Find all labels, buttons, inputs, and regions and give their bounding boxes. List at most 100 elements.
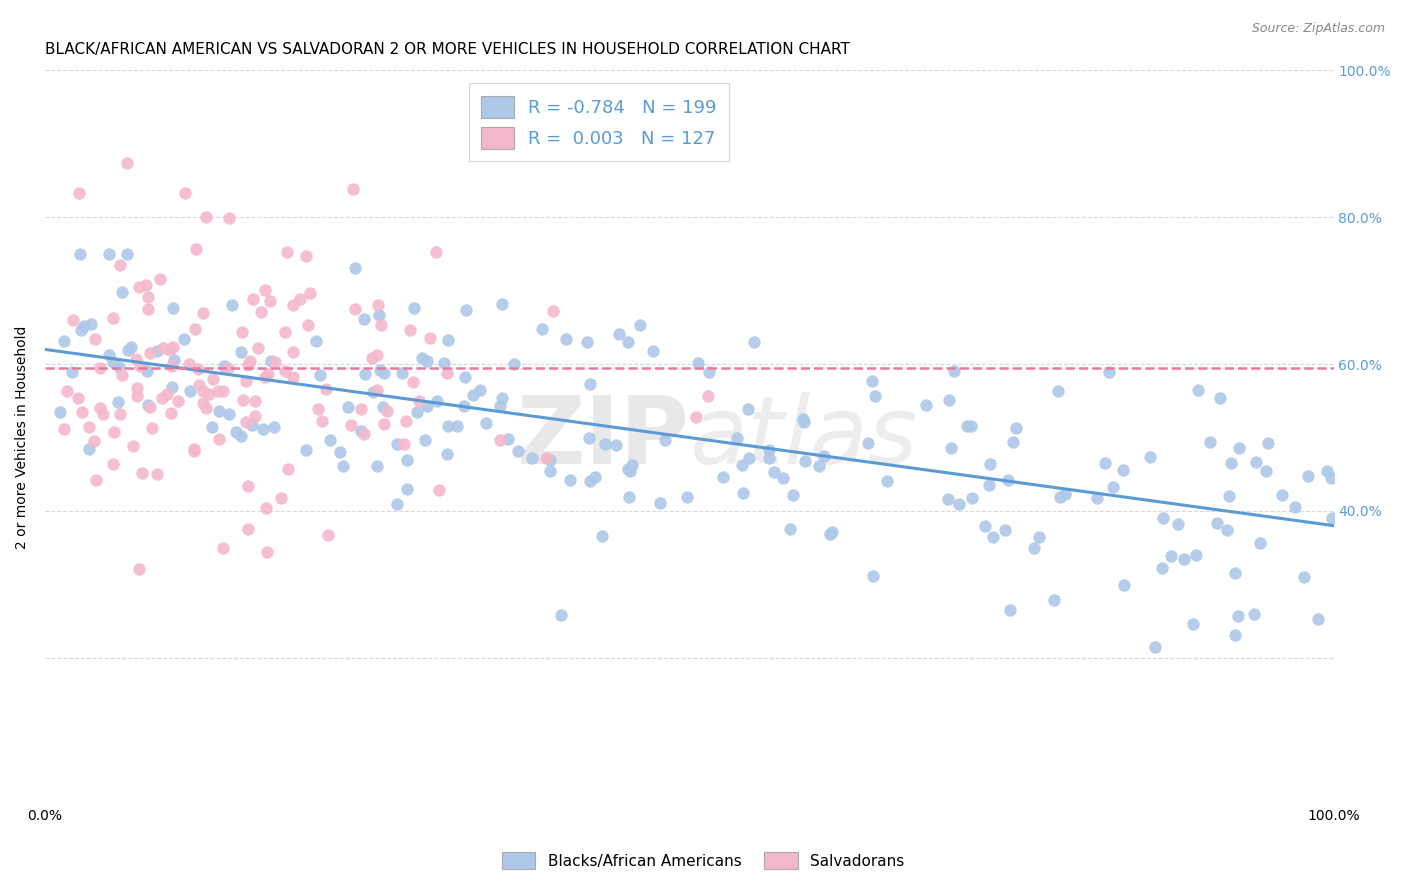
Point — [977, 478, 1000, 492]
Point — [298, 286, 321, 301]
Point — [354, 367, 377, 381]
Point — [391, 367, 413, 381]
Point — [336, 401, 359, 415]
Point — [131, 466, 153, 480]
Point — [136, 364, 159, 378]
Point — [1249, 535, 1271, 549]
Point — [620, 458, 643, 472]
Point — [366, 348, 388, 362]
Point — [366, 459, 388, 474]
Point — [270, 491, 292, 505]
Point — [578, 432, 600, 446]
Point — [960, 419, 983, 434]
Point — [1244, 455, 1267, 469]
Point — [108, 359, 131, 374]
Point — [697, 389, 720, 403]
Point — [152, 341, 174, 355]
Point — [97, 348, 120, 362]
Point — [981, 530, 1004, 544]
Point — [779, 522, 801, 536]
Point — [676, 490, 699, 504]
Point — [53, 422, 76, 436]
Point — [1320, 471, 1343, 485]
Point — [208, 432, 231, 446]
Point — [1152, 511, 1174, 525]
Point — [318, 433, 340, 447]
Point — [128, 562, 150, 576]
Point — [617, 335, 640, 350]
Point — [821, 524, 844, 539]
Point — [1271, 488, 1294, 502]
Point — [235, 375, 257, 389]
Point — [373, 366, 395, 380]
Point — [188, 378, 211, 392]
Point — [236, 522, 259, 536]
Point — [218, 211, 240, 225]
Point — [70, 405, 93, 419]
Point — [697, 365, 720, 379]
Point — [936, 492, 959, 507]
Point — [120, 340, 142, 354]
Point — [253, 369, 276, 384]
Point — [277, 462, 299, 476]
Point — [427, 483, 450, 497]
Point — [794, 454, 817, 468]
Point — [436, 333, 458, 347]
Point — [1114, 577, 1136, 591]
Point — [136, 302, 159, 317]
Point — [619, 490, 641, 504]
Point — [772, 471, 794, 485]
Point — [370, 318, 392, 333]
Point — [865, 389, 887, 403]
Point — [436, 447, 458, 461]
Point — [503, 357, 526, 371]
Point — [159, 343, 181, 358]
Point — [149, 272, 172, 286]
Point — [218, 407, 240, 421]
Point — [201, 372, 224, 386]
Point — [1208, 391, 1230, 405]
Point — [207, 404, 229, 418]
Point — [733, 486, 755, 500]
Point — [276, 244, 298, 259]
Point — [252, 422, 274, 436]
Point — [93, 407, 115, 421]
Point — [1185, 548, 1208, 562]
Point — [375, 404, 398, 418]
Point — [1296, 469, 1319, 483]
Point — [103, 425, 125, 439]
Point — [411, 351, 433, 366]
Point — [1223, 628, 1246, 642]
Point — [426, 394, 449, 409]
Point — [818, 527, 841, 541]
Point — [174, 186, 197, 201]
Point — [194, 401, 217, 415]
Point — [229, 429, 252, 443]
Point — [221, 298, 243, 312]
Point — [259, 293, 281, 308]
Point — [943, 364, 966, 378]
Point — [1049, 490, 1071, 504]
Point — [955, 418, 977, 433]
Text: Source: ZipAtlas.com: Source: ZipAtlas.com — [1251, 22, 1385, 36]
Point — [309, 368, 332, 383]
Point — [62, 313, 84, 327]
Point — [184, 242, 207, 256]
Point — [350, 401, 373, 416]
Point — [56, 384, 79, 399]
Point — [782, 488, 804, 502]
Point — [583, 470, 606, 484]
Point — [307, 402, 329, 417]
Point — [446, 418, 468, 433]
Point — [1308, 612, 1330, 626]
Point — [273, 325, 295, 339]
Point — [283, 298, 305, 312]
Point — [1047, 384, 1070, 398]
Point — [315, 382, 337, 396]
Point — [162, 380, 184, 394]
Point — [83, 332, 105, 346]
Point — [1187, 383, 1209, 397]
Point — [117, 343, 139, 357]
Point — [201, 419, 224, 434]
Point — [536, 450, 558, 465]
